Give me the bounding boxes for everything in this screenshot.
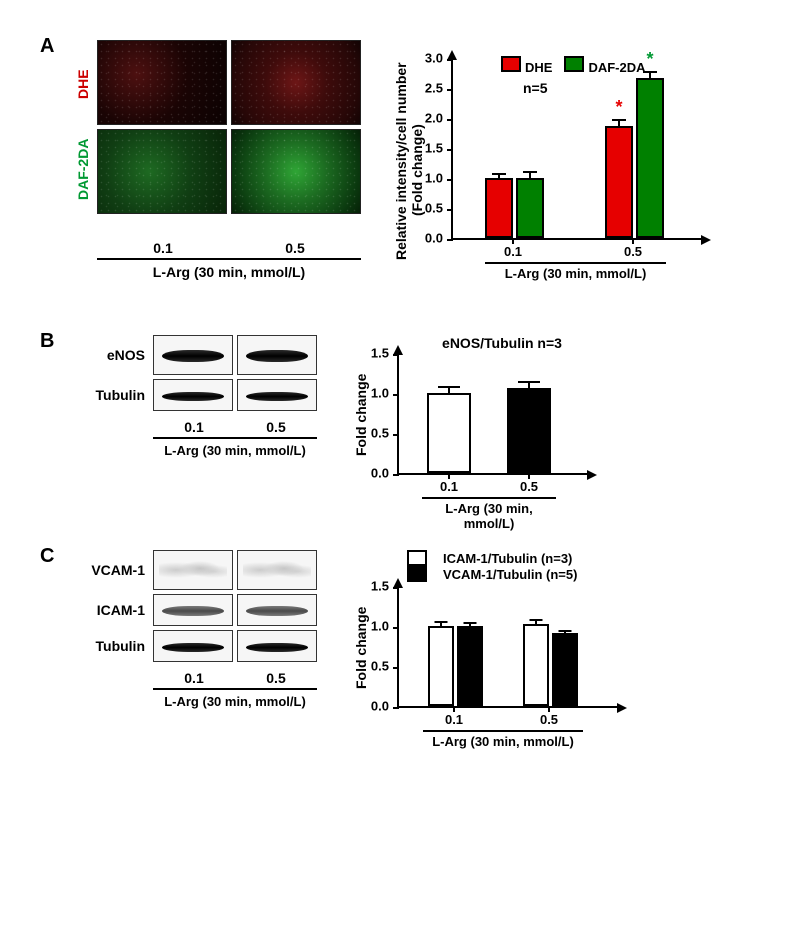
significance-star: * (615, 97, 622, 118)
panel-c-blot-label-icam-1: ICAM-1 (75, 602, 145, 618)
ytick-label: 0.5 (371, 659, 389, 674)
daf-image-0.5 (231, 129, 361, 214)
panel-b-label: B (40, 330, 65, 353)
xtick-label: 0.1 (440, 479, 458, 494)
panel-a-n-text: n=5 (523, 80, 548, 96)
xtick-label: 0.5 (624, 244, 642, 259)
panel-c-bar-VCAM-1-0.5 (552, 633, 578, 706)
panel-c-lane-icam-1-0 (153, 594, 233, 626)
panel-c-lane-vcam-1-1 (237, 550, 317, 590)
panel-c-blot-label-tubulin: Tubulin (75, 638, 145, 654)
panel-b-lane-enos-1 (237, 335, 317, 375)
ytick-label: 3.0 (425, 51, 443, 66)
daf-image-0.1 (97, 129, 227, 214)
panel-c-xaxis-line (153, 688, 317, 690)
panel-a-bar-DHE-0.5 (605, 126, 633, 238)
panel-b-lane-tubulin-0 (153, 379, 233, 411)
chart-xaxis-caption: L-Arg (30 min, mmol/L) (423, 734, 583, 749)
panel-b-xaxis-caption: L-Arg (30 min, mmol/L) (153, 443, 317, 458)
ytick-label: 1.5 (425, 141, 443, 156)
ytick-label: 1.5 (371, 346, 389, 361)
panel-c-lane-tubulin-0 (153, 630, 233, 662)
dhe-image-0.1 (97, 40, 227, 125)
xtick-label: 0.5 (520, 479, 538, 494)
panel-a-left: DHE DAF-2DA 0.1 0.5 L-Arg (75, 40, 361, 280)
xtick-label: 0.5 (540, 712, 558, 727)
ytick-label: 1.0 (371, 619, 389, 634)
ytick-label: 0.0 (371, 699, 389, 714)
panel-c-blot-row-vcam-1: VCAM-1 (75, 550, 317, 590)
ytick-label: 0.0 (371, 466, 389, 481)
panel-b-left: eNOS Tubulin 0.1 0.5 L-Arg (30 min, mmol/… (75, 335, 317, 458)
chart-xaxis-caption: L-Arg (30 min, mmol/L) (422, 501, 556, 531)
panel-c: C VCAM-1ICAM-1Tubulin 0.1 0.5 L-Arg (30 … (40, 550, 760, 740)
microscopy-grid (97, 40, 361, 214)
panel-a-xaxis-line (97, 258, 361, 260)
dhe-image-0.5 (231, 40, 361, 125)
panel-a-bar-DHE-0.1 (485, 178, 513, 238)
chart-xaxis-caption: L-Arg (30 min, mmol/L) (485, 266, 666, 281)
panel-c-bar-ICAM-1-0.5 (523, 624, 549, 706)
panel-a-chart: DHEDAF-2DARelative intensity/cell number… (411, 40, 721, 310)
legend-label: VCAM-1/Tubulin (n=5) (443, 567, 577, 582)
panel-c-lane-tubulin-1 (237, 630, 317, 662)
panel-a-ylabel: Relative intensity/cell number (Fold cha… (393, 80, 425, 260)
panel-c-xaxis-caption: L-Arg (30 min, mmol/L) (153, 694, 317, 709)
panel-a-x-0: 0.1 (97, 240, 229, 256)
panel-a-bar-DAF-2DA-0.5 (636, 78, 664, 238)
panel-b-blot-row-tubulin: Tubulin (75, 379, 317, 411)
ytick-label: 0.5 (425, 201, 443, 216)
panel-c-lane-vcam-1-0 (153, 550, 233, 590)
panel-c-blot-row-tubulin: Tubulin (75, 630, 317, 662)
panel-b-blot-row-enos: eNOS (75, 335, 317, 375)
panel-a-plot: Relative intensity/cell number (Fold cha… (451, 60, 701, 240)
panel-a-bar-DAF-2DA-0.1 (516, 178, 544, 238)
ytick-label: 0.0 (425, 231, 443, 246)
panel-b-ylabel: Fold change (353, 355, 369, 475)
panel-b-blot-label-enos: eNOS (75, 347, 145, 363)
panel-b-blot-label-tubulin: Tubulin (75, 387, 145, 403)
panel-c-ylabel: Fold change (353, 588, 369, 708)
panel-b-bar-0.1 (427, 393, 471, 473)
panel-c-left: VCAM-1 ICAM-1 Tubulin 0.1 0.5 L-Arg (30 mi… (75, 550, 317, 709)
panel-c-plot: Fold change0.00.51.01.50.10.5L-Arg (30 m… (397, 588, 617, 708)
ytick-label: 1.0 (425, 171, 443, 186)
panel-c-x-0: 0.1 (184, 670, 203, 686)
significance-star: * (646, 49, 653, 70)
panel-b-bar-0.5 (507, 388, 551, 473)
panel-b-lane-enos-0 (153, 335, 233, 375)
xtick-label: 0.1 (445, 712, 463, 727)
ytick-label: 1.0 (371, 386, 389, 401)
panel-a-xaxis-caption: L-Arg (30 min, mmol/L) (97, 264, 361, 280)
ytick-label: 2.5 (425, 81, 443, 96)
panel-c-blot-row-icam-1: ICAM-1 (75, 594, 317, 626)
panel-b-plot: Fold change0.00.51.01.50.10.5L-Arg (30 m… (397, 355, 587, 475)
panel-c-lane-icam-1-1 (237, 594, 317, 626)
panel-c-x-1: 0.5 (266, 670, 285, 686)
panel-c-chart: ICAM-1/Tubulin (n=3)VCAM-1/Tubulin (n=5)… (357, 550, 637, 740)
panel-b: B eNOSTubulin 0.1 0.5 L-Arg (30 min, mmo… (40, 335, 760, 525)
xtick-label: 0.1 (504, 244, 522, 259)
panel-c-bar-VCAM-1-0.1 (457, 626, 483, 706)
panel-b-x-0: 0.1 (184, 419, 203, 435)
ytick-label: 2.0 (425, 111, 443, 126)
ytick-label: 1.5 (371, 579, 389, 594)
panel-c-bar-ICAM-1-0.1 (428, 626, 454, 706)
panel-b-lane-tubulin-1 (237, 379, 317, 411)
panel-b-xaxis-line (153, 437, 317, 439)
daf-row-label: DAF-2DA (75, 127, 91, 212)
panel-a-x-1: 0.5 (229, 240, 361, 256)
ytick-label: 0.5 (371, 426, 389, 441)
legend-label: ICAM-1/Tubulin (n=3) (443, 551, 572, 566)
panel-a-label: A (40, 35, 65, 58)
panel-b-chart-title: eNOS/Tubulin n=3 (397, 335, 607, 351)
panel-c-label: C (40, 545, 65, 568)
panel-c-blot-label-vcam-1: VCAM-1 (75, 562, 145, 578)
panel-b-x-1: 0.5 (266, 419, 285, 435)
panel-b-chart: eNOS/Tubulin n=3 Fold change0.00.51.01.50… (357, 335, 607, 525)
dhe-row-label: DHE (75, 42, 91, 127)
panel-a: A DHE DAF-2DA 0.1 (40, 40, 760, 310)
